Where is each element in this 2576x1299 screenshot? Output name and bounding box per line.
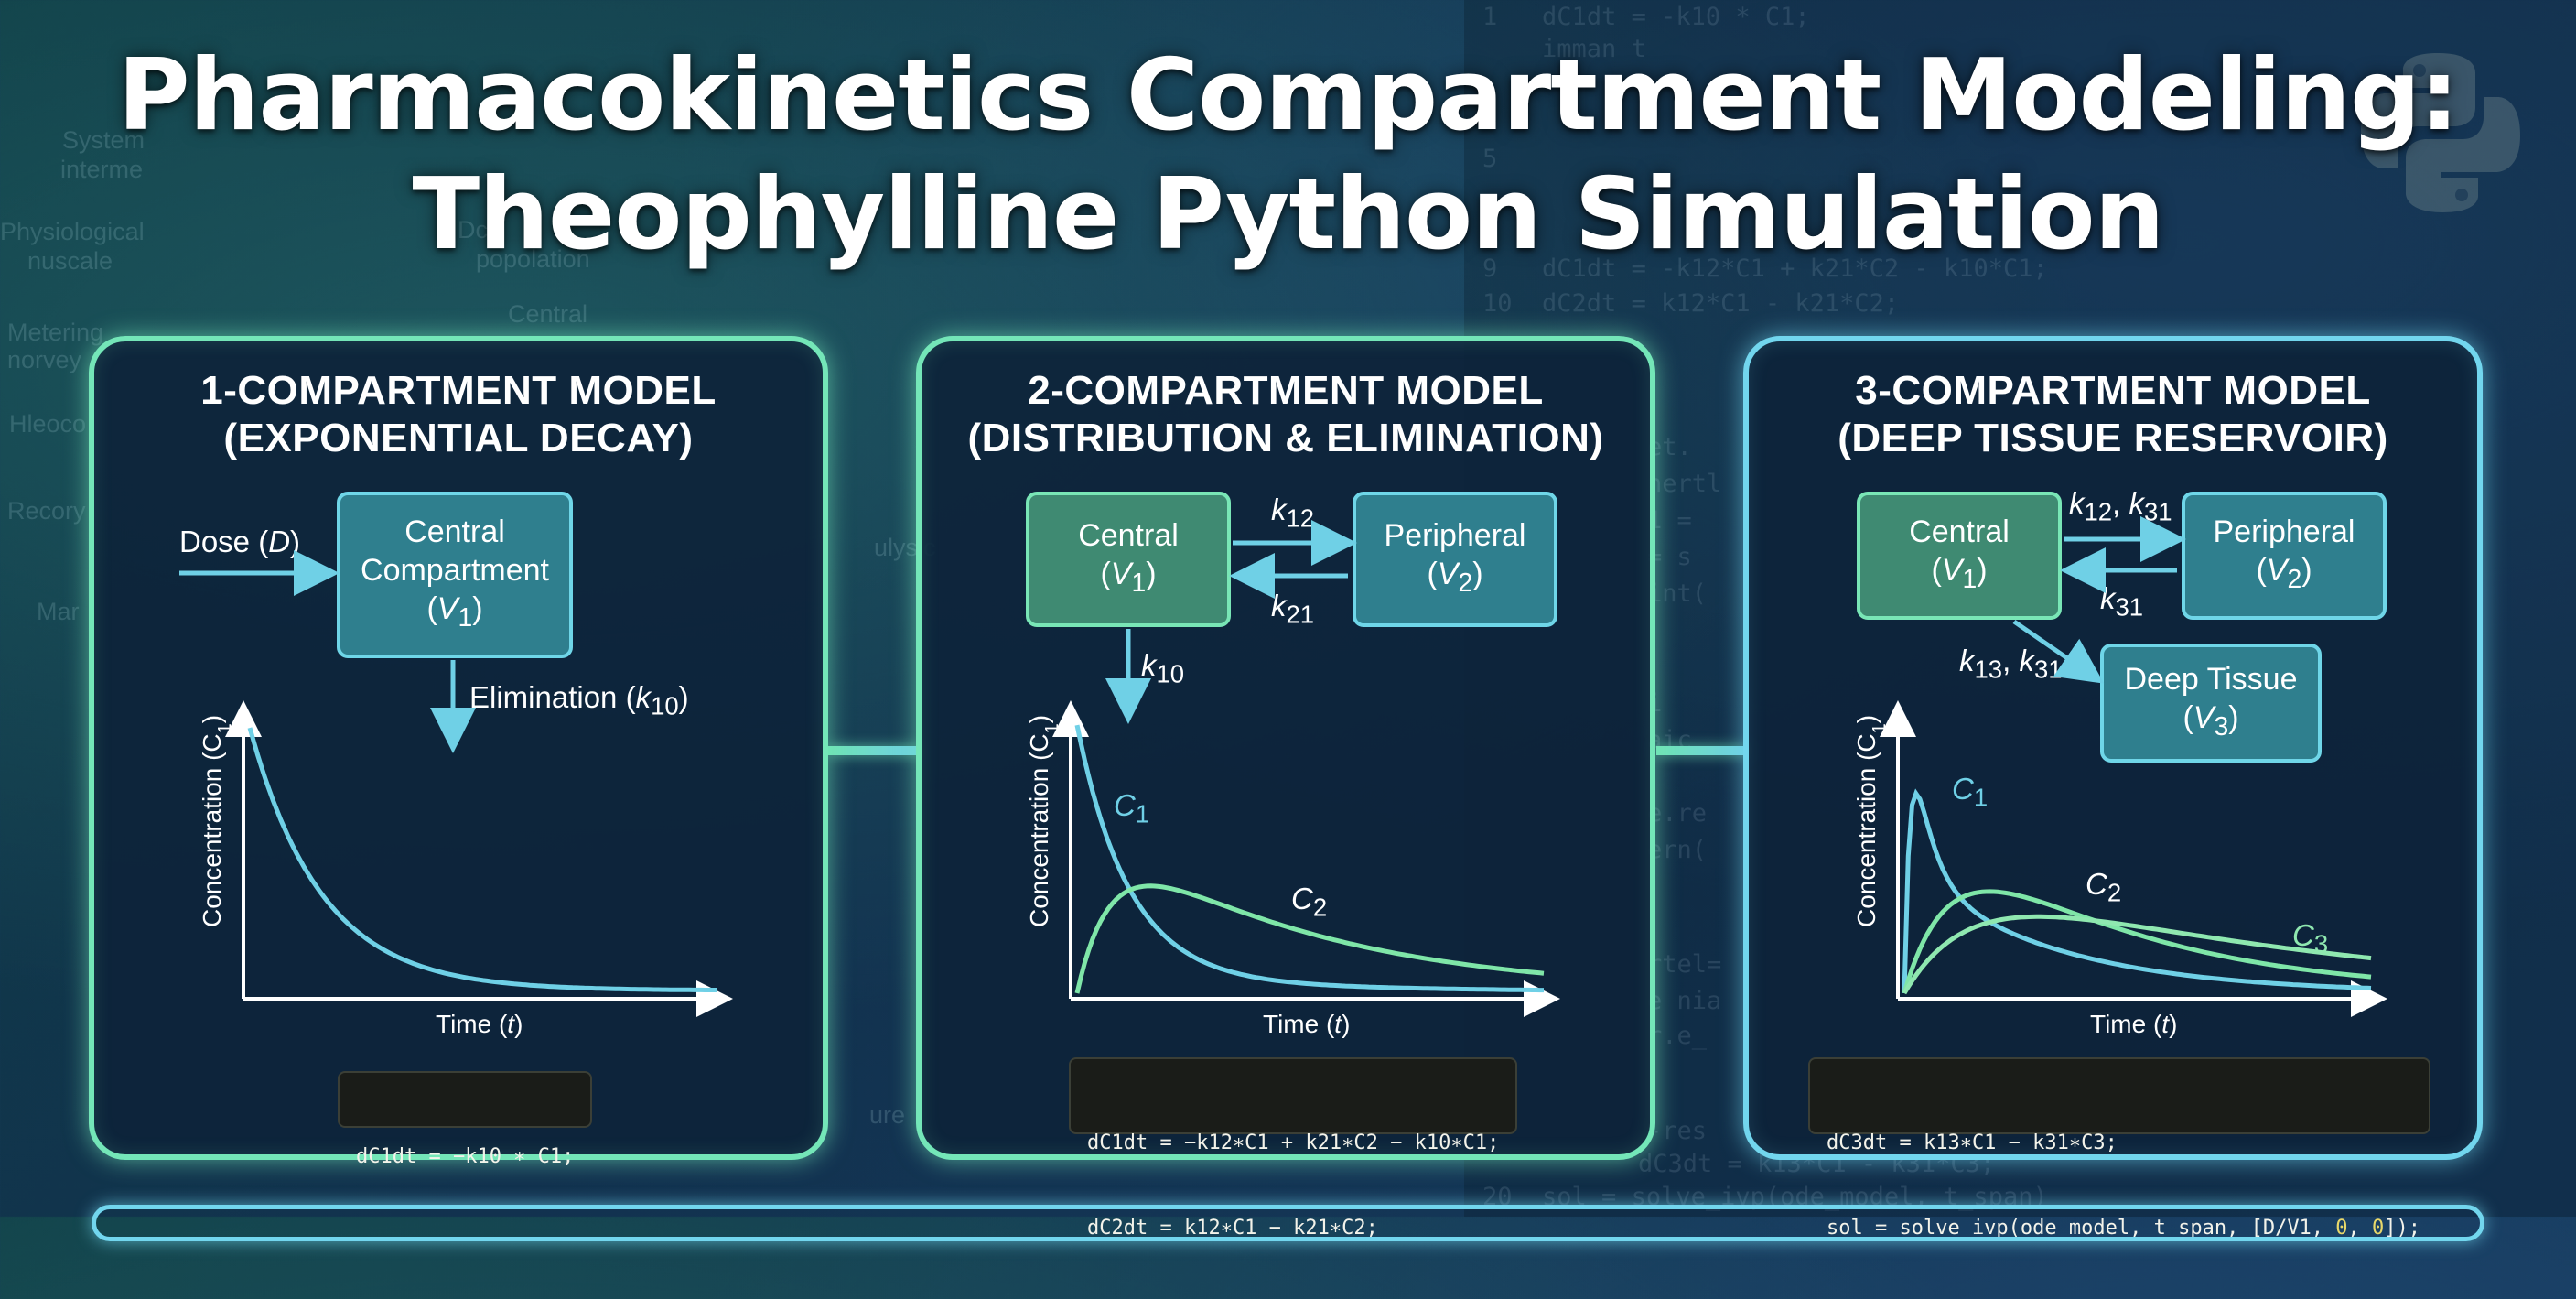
bg-word: ure (869, 1101, 906, 1129)
rate-k12-label: k12 (1271, 493, 1315, 533)
box-label: Compartment (361, 553, 549, 589)
curve-c2-label: C2 (2086, 867, 2122, 907)
panel-title-line: 2-COMPARTMENT MODEL (1028, 368, 1544, 413)
box-label: Central (1078, 518, 1179, 554)
curve-c3 (1902, 914, 2372, 995)
bg-code-line: 1 dC1dt = -k10 * C1; (1482, 3, 1810, 31)
panel-title: 2-COMPARTMENT MODEL (DISTRIBUTION & ELIM… (922, 367, 1650, 462)
panel-title-line: 1-COMPARTMENT MODEL (200, 368, 717, 413)
box-label: Peripheral (1384, 518, 1526, 554)
panel-subtitle-line: (DEEP TISSUE RESERVOIR) (1838, 416, 2388, 460)
panel-subtitle-line: (EXPONENTIAL DECAY) (223, 416, 694, 460)
panel-title: 1-COMPARTMENT MODEL (EXPONENTIAL DECAY) (94, 367, 823, 462)
bg-word: Recory (7, 497, 86, 525)
code-snippet: dC1dt = −k12∗C1 + k21∗C2 − k10∗C1; dC2dt… (1069, 1057, 1517, 1239)
panel-three-compartment: 3-COMPARTMENT MODEL (DEEP TISSUE RESERVO… (1743, 336, 2483, 1239)
central-compartment-box: Central Compartment (V1) (337, 492, 573, 658)
curve-c1 (247, 727, 717, 992)
curve-c2 (1074, 883, 1545, 994)
box-label: Peripheral (2213, 514, 2355, 550)
x-axis-label: Time (t) (1263, 1010, 1350, 1038)
x-axis-label: Time (t) (2090, 1010, 2177, 1038)
bg-word: Mar (37, 598, 80, 625)
y-axis-label: Concentration (C1) (1025, 715, 1062, 927)
bottom-panel-edge (92, 1205, 2484, 1241)
panel-subtitle-line: (DISTRIBUTION & ELIMINATION) (967, 416, 1604, 460)
panel-3-diagram: Concentration (C1) Time (t) (1852, 516, 2387, 1038)
panel-title: 3-COMPARTMENT MODEL (DEEP TISSUE RESERVO… (1749, 367, 2477, 462)
peripheral-compartment-box: Peripheral (V2) (2182, 492, 2387, 620)
panel-2-diagram: Concentration (C1) Time (t) (1025, 520, 1560, 1038)
box-volume: (V2) (1427, 557, 1483, 598)
panel-connector (828, 746, 920, 755)
central-compartment-box: Central (V1) (1857, 492, 2062, 620)
curve-c2 (1902, 889, 2372, 994)
deep-tissue-compartment-box: Deep Tissue (V3) (2100, 644, 2322, 763)
box-volume: (V1) (1931, 553, 1988, 594)
rate-k21-label: k21 (1271, 589, 1315, 629)
y-axis-label: Concentration (C1) (198, 715, 235, 927)
box-volume: (V3) (2183, 700, 2239, 742)
rate-k13-k31-label: k13, k31 (1959, 644, 2063, 684)
panel-connector (1656, 746, 1748, 755)
curve-c1 (1902, 788, 2372, 994)
code-line: dC1dt = −k10 ∗ C1; (356, 1145, 575, 1168)
title-line-1: Pharmacokinetics Compartment Modeling: (117, 38, 2460, 153)
bg-word: Hleoco (9, 410, 87, 438)
box-label: Central (404, 514, 505, 550)
box-label: Central (1909, 514, 2010, 550)
page-title: Pharmacokinetics Compartment Modeling: T… (0, 37, 2576, 275)
python-logo-icon (2361, 53, 2520, 212)
panel-title-line: 3-COMPARTMENT MODEL (1855, 368, 2371, 413)
code-snippet: dC3dt = k13∗C1 − k31∗C3; sol = solve_ivp… (1808, 1057, 2430, 1239)
curve-c2-label: C2 (1291, 882, 1328, 922)
rate-k10-label: k10 (1141, 648, 1185, 688)
code-line: dC1dt = −k12∗C1 + k21∗C2 − k10∗C1; (1087, 1131, 1500, 1154)
box-volume: (V1) (1100, 557, 1157, 598)
curve-c1-label: C1 (1952, 772, 1989, 812)
bg-word: norvey (7, 346, 82, 373)
box-label: Deep Tissue (2124, 662, 2298, 698)
panel-two-compartment: 2-COMPARTMENT MODEL (DISTRIBUTION & ELIM… (916, 336, 1655, 1239)
curve-c1 (1074, 724, 1544, 993)
y-axis-label: Concentration (C1) (1852, 715, 1890, 927)
curve-c1-label: C1 (1114, 788, 1150, 828)
title-line-2: Theophylline Python Simulation (412, 157, 2165, 272)
box-volume: (V1) (426, 591, 483, 633)
arrow-k13 (2012, 619, 2105, 684)
code-line: dC3dt = k13∗C1 − k31∗C3; (1827, 1131, 2118, 1154)
box-volume: (V2) (2256, 553, 2312, 594)
bg-code-line: 10 dC2dt = k12*C1 - k21*C2; (1482, 289, 1900, 318)
x-axis-label: Time (t) (436, 1010, 523, 1038)
bg-word: Metering (7, 319, 104, 346)
code-snippet: dC1dt = −k10 ∗ C1; (338, 1071, 592, 1168)
dose-label: Dose (D) (179, 525, 301, 558)
bg-word: Central (508, 300, 588, 328)
elimination-label: Elimination (k10) (469, 680, 689, 720)
panel-one-compartment: 1-COMPARTMENT MODEL (EXPONENTIAL DECAY) … (89, 336, 828, 1168)
panel-1-diagram: Concentration (C1) Time (t) (179, 550, 733, 1038)
